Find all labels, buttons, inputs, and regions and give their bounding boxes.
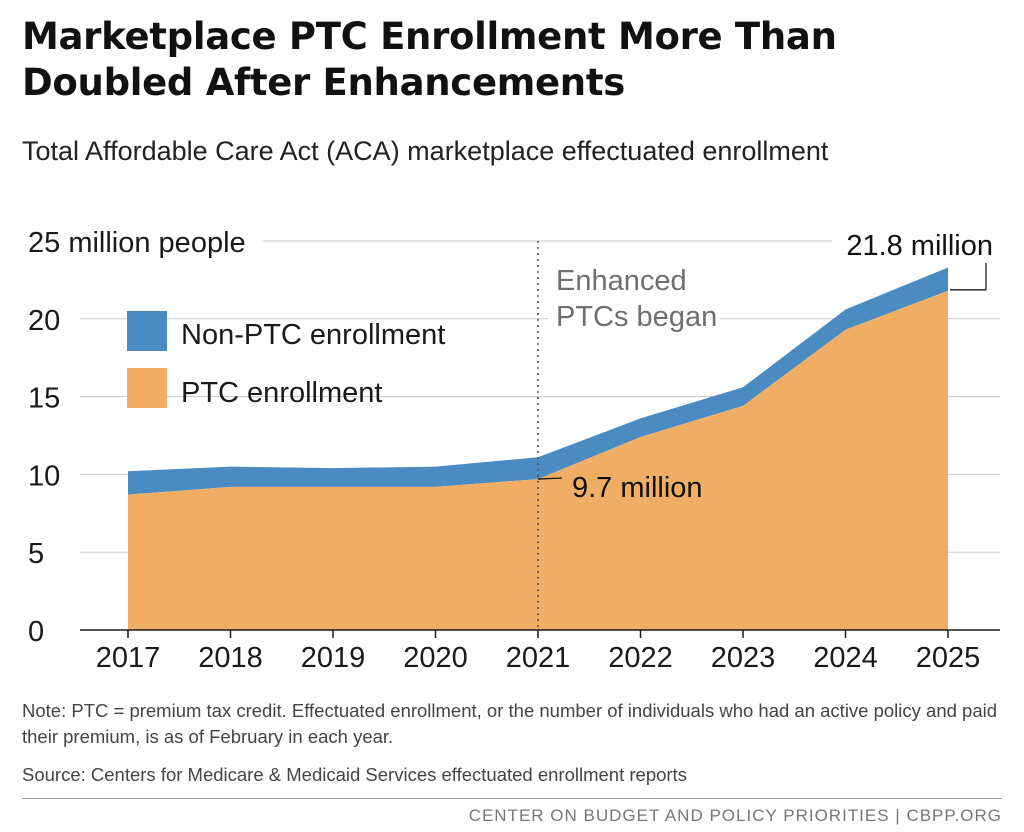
point-ptc-2022: [639, 436, 642, 439]
y-tick-label-10: 10: [28, 460, 60, 492]
point-non-ptc-2025: [947, 266, 950, 269]
marker-label-background: [548, 262, 720, 334]
point-ptc-2025: [947, 289, 950, 292]
chart-source: Source: Centers for Medicare & Medicaid …: [22, 764, 687, 785]
label-2025-leader: [950, 263, 987, 291]
point-non-ptc-2024: [844, 308, 847, 311]
legend-label-non-ptc: Non-PTC enrollment: [181, 319, 445, 351]
y-tick-label-20: 20: [28, 305, 60, 337]
chart-note: Note: PTC = premium tax credit. Effectua…: [22, 700, 998, 747]
area-ptc-enrollment: [128, 290, 948, 630]
x-tick-label-2024: 2024: [813, 642, 878, 674]
footer-divider: [22, 798, 1002, 799]
point-ptc-2024: [844, 328, 847, 331]
point-ptc-2019: [332, 485, 335, 488]
point-non-ptc-2019: [332, 467, 335, 470]
label-2021-leader: [537, 477, 563, 480]
y-tick-label-5: 5: [28, 538, 44, 570]
chart-title: Marketplace PTC Enrollment More Than Dou…: [22, 15, 837, 104]
chart-area: 0 5 10 15 20 25 million people 2017 2018 2019 202…: [28, 226, 1000, 674]
marker-label-line1: Enhanced: [556, 265, 687, 297]
y-tick-label-25: 25 million people: [28, 227, 246, 259]
x-tick-label-2020: 2020: [403, 642, 468, 674]
legend-swatch-non-ptc: [127, 311, 167, 351]
legend-swatch-ptc: [127, 368, 167, 408]
point-non-ptc-2022: [639, 417, 642, 420]
x-tick-label-2025: 2025: [916, 642, 981, 674]
point-ptc-2023: [742, 404, 745, 407]
chart-subtitle: Total Affordable Care Act (ACA) marketpl…: [22, 136, 829, 166]
y-tick-label-15: 15: [28, 383, 60, 415]
y-tick-label-0: 0: [28, 616, 44, 648]
x-tick-label-2022: 2022: [608, 642, 673, 674]
area-non-ptc-enrollment: [128, 267, 948, 495]
marker-label-line2: PTCs began: [556, 301, 717, 333]
point-ptc-2018: [229, 485, 232, 488]
x-tick-label-2018: 2018: [198, 642, 263, 674]
x-tick-label-2017: 2017: [96, 642, 161, 674]
label-2025-value: 21.8 million: [846, 230, 993, 262]
label-2021-value: 9.7 million: [572, 472, 703, 504]
point-non-ptc-2023: [742, 386, 745, 389]
x-tick-label-2019: 2019: [301, 642, 366, 674]
point-ptc-2017: [127, 493, 130, 496]
x-tick-label-2023: 2023: [711, 642, 776, 674]
x-tick-label-2021: 2021: [506, 642, 571, 674]
point-non-ptc-2018: [229, 465, 232, 468]
point-non-ptc-2020: [434, 465, 437, 468]
footer-credit: CENTER ON BUDGET AND POLICY PRIORITIES |…: [468, 806, 1002, 825]
legend-label-ptc: PTC enrollment: [181, 377, 382, 409]
label-2025-background: [832, 226, 1000, 262]
point-ptc-2020: [434, 485, 437, 488]
point-non-ptc-2017: [127, 470, 130, 473]
